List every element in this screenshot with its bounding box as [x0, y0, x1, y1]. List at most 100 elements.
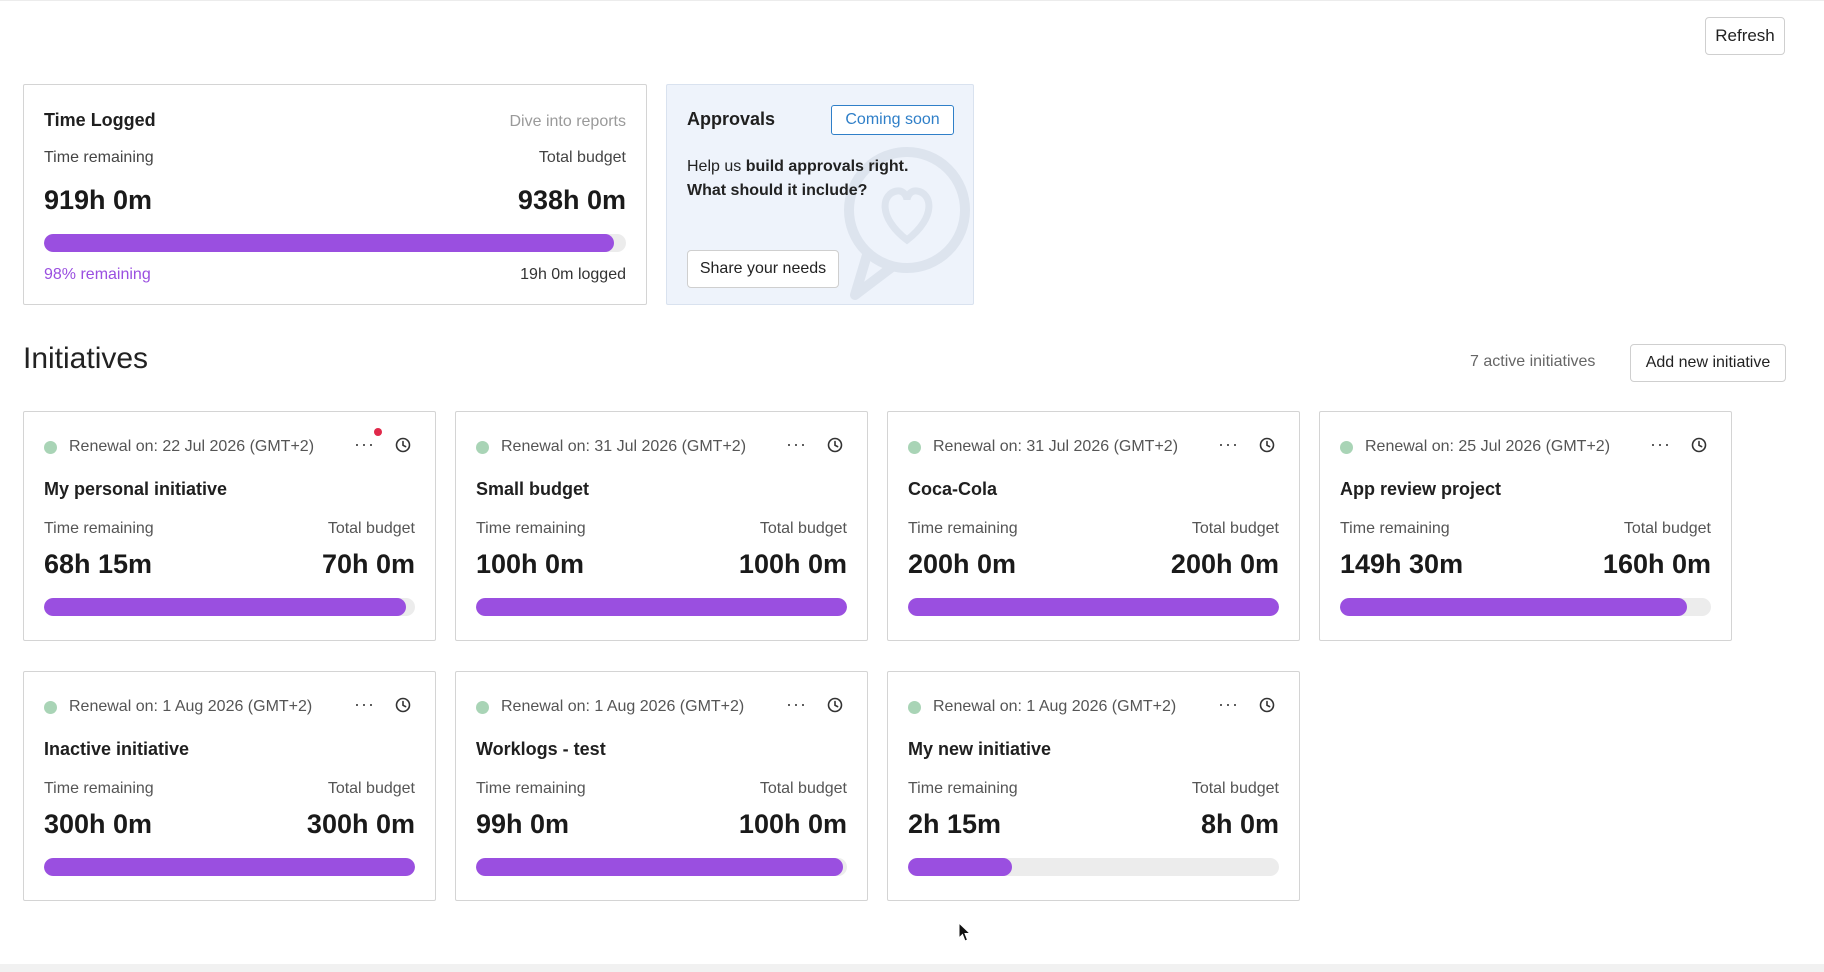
status-dot [1340, 440, 1353, 454]
time-remaining-label: Time remaining [476, 780, 586, 797]
renewal-date: Renewal on: 1 Aug 2026 (GMT+2) [69, 698, 313, 715]
initiative-name[interactable]: Small budget [476, 479, 590, 499]
initiative-progress-fill [476, 598, 847, 616]
approvals-text-prefix: Help us [687, 158, 746, 175]
total-budget-label: Total budget [538, 149, 626, 166]
renewal-date: Renewal on: 1 Aug 2026 (GMT+2) [933, 698, 1177, 715]
initiative-name[interactable]: Worklogs - test [476, 739, 606, 759]
time-logged-progress-bar [44, 234, 626, 252]
refresh-button[interactable]: Refresh [1705, 17, 1785, 55]
clock-icon[interactable] [395, 697, 411, 713]
initiative-card[interactable]: Renewal on: 22 Jul 2026 (GMT+2) ··· My p… [23, 411, 436, 641]
more-options-icon[interactable]: ··· [786, 694, 807, 714]
top-divider [0, 0, 1824, 1]
time-remaining-value: 2h 15m [908, 809, 1002, 839]
clock-icon[interactable] [395, 437, 411, 453]
time-remaining-label: Time remaining [44, 520, 154, 537]
status-dot [908, 440, 921, 454]
initiative-progress-fill [1340, 598, 1687, 616]
total-budget-value: 8h 0m [1200, 809, 1279, 839]
renewal-info: Renewal on: 31 Jul 2026 (GMT+2) [476, 438, 746, 456]
renewal-info: Renewal on: 1 Aug 2026 (GMT+2) [44, 698, 312, 716]
initiative-progress-fill [476, 858, 844, 876]
clock-icon[interactable] [1691, 437, 1707, 453]
more-options-icon[interactable]: ··· [354, 694, 375, 714]
coming-soon-badge: Coming soon [831, 105, 954, 135]
total-budget-label: Total budget [327, 780, 415, 797]
renewal-date: Renewal on: 1 Aug 2026 (GMT+2) [501, 698, 745, 715]
more-options-icon[interactable]: ··· [786, 434, 807, 454]
initiative-card[interactable]: Renewal on: 31 Jul 2026 (GMT+2) ··· Smal… [455, 411, 868, 641]
total-budget-value: 160h 0m [1602, 549, 1711, 579]
initiative-card[interactable]: Renewal on: 1 Aug 2026 (GMT+2) ··· Inact… [23, 671, 436, 901]
initiative-card[interactable]: Renewal on: 1 Aug 2026 (GMT+2) ··· My ne… [887, 671, 1300, 901]
logged-total: 19h 0m logged [520, 266, 626, 283]
initiative-card[interactable]: Renewal on: 1 Aug 2026 (GMT+2) ··· Workl… [455, 671, 868, 901]
clock-icon[interactable] [1259, 697, 1275, 713]
initiative-name[interactable]: Coca-Cola [908, 479, 998, 499]
total-budget-label: Total budget [759, 520, 847, 537]
initiative-progress-fill [44, 598, 406, 616]
share-your-needs-button[interactable]: Share your needs [687, 250, 839, 288]
time-remaining-label: Time remaining [44, 780, 154, 797]
initiative-name[interactable]: My personal initiative [44, 479, 228, 499]
renewal-info: Renewal on: 22 Jul 2026 (GMT+2) [44, 438, 314, 456]
active-initiatives-count: 7 active initiatives [1470, 353, 1596, 370]
initiative-name[interactable]: App review project [1340, 479, 1502, 499]
time-remaining-value: 300h 0m [44, 809, 153, 839]
initiative-progress-bar [908, 598, 1279, 616]
initiative-progress-bar [44, 858, 415, 876]
total-budget-value: 100h 0m [738, 549, 847, 579]
initiative-progress-fill [908, 858, 1013, 876]
notification-dot [374, 428, 382, 436]
total-budget-label: Total budget [327, 520, 415, 537]
initiatives-title: Initiatives [23, 342, 149, 375]
total-budget-label: Total budget [1191, 780, 1279, 797]
approvals-description: Help us build approvals right. What shou… [687, 155, 927, 203]
initiative-card[interactable]: Renewal on: 31 Jul 2026 (GMT+2) ··· Coca… [887, 411, 1300, 641]
total-budget-label: Total budget [1191, 520, 1279, 537]
dive-into-reports-link[interactable]: Dive into reports [509, 113, 627, 130]
remaining-percent: 98% remaining [44, 266, 151, 283]
time-logged-title: Time Logged [44, 110, 156, 130]
status-dot [44, 700, 57, 714]
approvals-title: Approvals [687, 109, 776, 129]
time-remaining-value: 99h 0m [476, 809, 570, 839]
renewal-date: Renewal on: 25 Jul 2026 (GMT+2) [1365, 438, 1611, 455]
initiative-progress-fill [908, 598, 1279, 616]
initiative-progress-bar [476, 598, 847, 616]
mouse-cursor-icon [958, 922, 972, 942]
time-remaining-label: Time remaining [908, 520, 1018, 537]
initiative-name[interactable]: My new initiative [908, 739, 1052, 759]
total-budget-value: 938h 0m [517, 185, 626, 215]
status-dot [44, 440, 57, 454]
renewal-date: Renewal on: 31 Jul 2026 (GMT+2) [501, 438, 747, 455]
more-options-icon[interactable]: ··· [354, 434, 375, 454]
chat-heart-icon [844, 147, 970, 300]
status-dot [476, 700, 489, 714]
renewal-date: Renewal on: 22 Jul 2026 (GMT+2) [69, 438, 315, 455]
more-options-icon[interactable]: ··· [1218, 434, 1239, 454]
time-remaining-label: Time remaining [1340, 520, 1450, 537]
more-options-icon[interactable]: ··· [1218, 694, 1239, 714]
clock-icon[interactable] [827, 437, 843, 453]
add-new-initiative-button[interactable]: Add new initiative [1630, 344, 1786, 382]
total-budget-value: 200h 0m [1170, 549, 1279, 579]
time-logged-progress-fill [44, 234, 615, 252]
bottom-band [0, 964, 1824, 972]
approvals-card: Approvals Coming soon Help us build appr… [666, 84, 974, 305]
total-budget-label: Total budget [759, 780, 847, 797]
time-remaining-value: 149h 30m [1340, 549, 1464, 579]
initiative-progress-bar [476, 858, 847, 876]
time-remaining-value: 68h 15m [44, 549, 153, 579]
renewal-info: Renewal on: 1 Aug 2026 (GMT+2) [476, 698, 744, 716]
clock-icon[interactable] [827, 697, 843, 713]
more-options-icon[interactable]: ··· [1650, 434, 1671, 454]
time-remaining-value: 100h 0m [476, 549, 585, 579]
clock-icon[interactable] [1259, 437, 1275, 453]
initiative-card[interactable]: Renewal on: 25 Jul 2026 (GMT+2) ··· App … [1319, 411, 1732, 641]
total-budget-value: 70h 0m [321, 549, 415, 579]
total-budget-label: Total budget [1623, 520, 1711, 537]
initiative-name[interactable]: Inactive initiative [44, 739, 190, 759]
renewal-info: Renewal on: 31 Jul 2026 (GMT+2) [908, 438, 1178, 456]
